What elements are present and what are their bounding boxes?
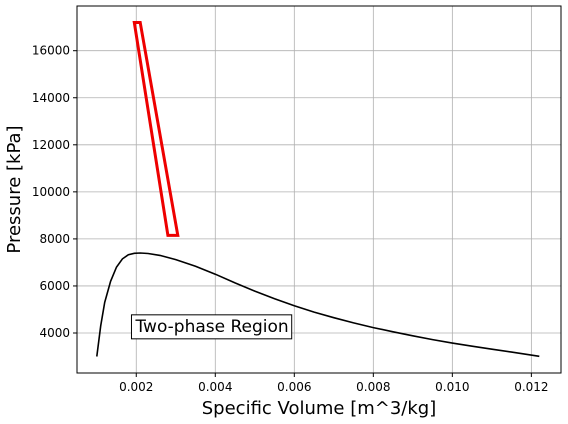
x-axis-label: Specific Volume [m^3/kg] bbox=[202, 398, 436, 419]
x-tick-label: 0.008 bbox=[356, 380, 390, 394]
x-tick-label: 0.002 bbox=[119, 380, 153, 394]
series-line-1 bbox=[96, 252, 540, 358]
y-tick-label: 10000 bbox=[32, 185, 70, 199]
x-tick-label: 0.012 bbox=[514, 380, 548, 394]
y-tick-label: 8000 bbox=[39, 232, 70, 246]
y-tick-label: 6000 bbox=[39, 279, 70, 293]
series-layer bbox=[96, 21, 540, 358]
y-tick-label: 4000 bbox=[39, 326, 70, 340]
x-tick-label: 0.006 bbox=[277, 380, 311, 394]
y-tick-label: 12000 bbox=[32, 138, 70, 152]
grid bbox=[77, 6, 561, 373]
annotation-text: Two-phase Region bbox=[134, 317, 288, 337]
x-tick-label: 0.004 bbox=[198, 380, 232, 394]
y-axis-label: Pressure [kPa] bbox=[4, 125, 25, 253]
annotation-box bbox=[130, 314, 293, 340]
ticks: 0.002 0.004 0.006 0.008 0.010 0.012 4000 6000 80… bbox=[32, 44, 549, 394]
series-line-2 bbox=[132, 21, 180, 237]
annotation: Two-phase Region bbox=[130, 314, 293, 340]
y-tick-label: 14000 bbox=[32, 91, 70, 105]
plot-frame bbox=[76, 5, 562, 374]
y-tick-label: 16000 bbox=[32, 44, 70, 58]
x-tick-label: 0.010 bbox=[435, 380, 469, 394]
